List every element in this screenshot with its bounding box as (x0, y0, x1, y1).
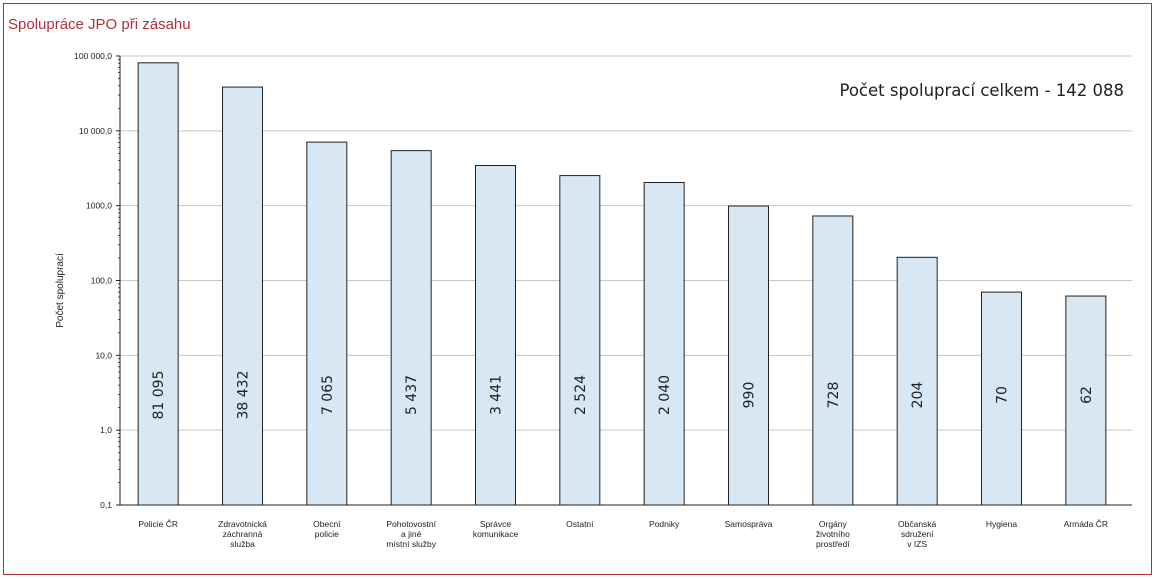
data-label: 5 437 (404, 375, 420, 415)
y-tick-label: 10,0 (95, 350, 112, 360)
data-label: 38 432 (236, 371, 252, 420)
data-label: 62 (1079, 386, 1095, 404)
bar (812, 215, 854, 506)
x-tick-label: Obecní (313, 519, 341, 529)
x-tick-label: Hygiena (986, 519, 1017, 529)
y-tick-label: 10 000,0 (79, 126, 112, 136)
x-tick-label: Ostatní (566, 519, 594, 529)
y-tick-label: 100,0 (91, 276, 113, 286)
y-tick-label: 100 000,0 (74, 51, 112, 61)
x-tick-label: místní služby (386, 539, 436, 549)
data-label: 3 441 (489, 375, 505, 415)
x-tick-label: policie (315, 529, 339, 539)
x-tick-label: Orgány (819, 519, 848, 529)
data-label: 990 (742, 382, 758, 409)
x-tick-label: Občanská (898, 519, 937, 529)
bar (390, 150, 432, 506)
x-tick-label: záchranná (223, 529, 263, 539)
data-label: 728 (826, 382, 842, 409)
x-tick-label: služba (230, 539, 255, 549)
chart-title: Spolupráce JPO při zásahu (8, 16, 191, 33)
x-tick-label: Samospráva (725, 519, 773, 529)
data-label: 2 040 (657, 375, 673, 415)
x-tick-label: Zdravotnická (218, 519, 267, 529)
total-annotation: Počet spoluprací celkem - 142 088 (839, 81, 1124, 100)
x-tick-label: v IZS (907, 539, 927, 549)
data-label: 81 095 (151, 371, 167, 420)
x-tick-label: prostředí (816, 539, 850, 549)
bar (222, 86, 263, 506)
bar (643, 181, 685, 506)
bar (306, 141, 348, 506)
bar (559, 175, 601, 506)
bar (896, 256, 938, 506)
x-tick-label: Pohotovostní (386, 519, 436, 529)
bar (981, 291, 1022, 506)
data-label: 70 (995, 386, 1011, 404)
bar (1065, 295, 1107, 506)
x-tick-label: sdružení (901, 529, 934, 539)
y-tick-label: 0,1 (100, 500, 112, 510)
x-tick-label: Armáda ČR (1064, 519, 1108, 529)
x-tick-label: Správce (480, 519, 511, 529)
x-tick-label: a jiné (401, 529, 422, 539)
bar (137, 62, 179, 506)
y-axis-label: Počet spoluprací (55, 253, 66, 328)
y-tick-label: 1,0 (100, 425, 112, 435)
bar (728, 205, 769, 506)
data-label: 7 065 (320, 375, 336, 415)
y-tick-label: 1000,0 (86, 201, 112, 211)
x-tick-label: Policie ČR (138, 519, 178, 529)
data-label: 204 (910, 382, 926, 409)
x-tick-label: životního (816, 529, 850, 539)
data-label: 2 524 (573, 375, 589, 415)
bar (475, 165, 516, 506)
x-tick-label: Podniky (649, 519, 680, 529)
x-tick-label: komunikace (473, 529, 519, 539)
